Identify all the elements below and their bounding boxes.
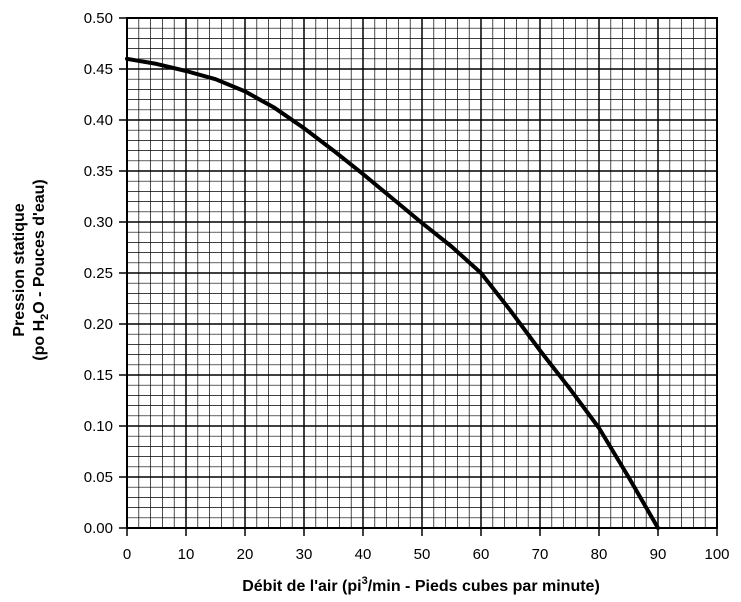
x-tick-label: 90 — [650, 546, 667, 563]
x-tick-label: 80 — [591, 546, 608, 563]
pressure-curve-line — [125, 56, 660, 530]
x-tick-label: 50 — [414, 546, 431, 563]
x-tick-label: 30 — [296, 546, 313, 563]
y-tick-label: 0.30 — [84, 214, 113, 231]
major-grid — [127, 18, 717, 528]
x-axis-title: Débit de l'air (pi3/min - Pieds cubes pa… — [242, 575, 600, 595]
y-tick-label: 0.25 — [84, 265, 113, 282]
y-axis-tick-labels: 0.00 0.05 0.10 0.15 0.20 0.25 0.30 0.35 0.40 0.45… — [84, 10, 127, 537]
y-tick-label: 0.20 — [84, 316, 113, 333]
x-tick-label: 20 — [237, 546, 254, 563]
y-axis-title-line2: (po H2O - Pouces d'eau) — [31, 179, 51, 361]
y-tick-label: 0.45 — [84, 61, 113, 78]
x-tick-label: 40 — [355, 546, 372, 563]
y-axis-title-line1: Pression statique — [11, 203, 28, 336]
x-tick-label: 100 — [704, 546, 729, 563]
y-tick-label: 0.10 — [84, 418, 113, 435]
x-axis-tick-labels: 0 10 20 30 40 50 60 70 80 90 100 — [123, 528, 730, 563]
y-tick-label: 0.00 — [84, 520, 113, 537]
x-tick-label: 70 — [532, 546, 549, 563]
y-tick-label: 0.35 — [84, 163, 113, 180]
y-tick-label: 0.15 — [84, 367, 113, 384]
y-tick-label: 0.40 — [84, 112, 113, 129]
y-tick-label: 0.50 — [84, 10, 113, 27]
y-tick-label: 0.05 — [84, 469, 113, 486]
x-tick-label: 10 — [178, 546, 195, 563]
x-tick-label: 0 — [123, 546, 131, 563]
x-tick-label: 60 — [473, 546, 490, 563]
